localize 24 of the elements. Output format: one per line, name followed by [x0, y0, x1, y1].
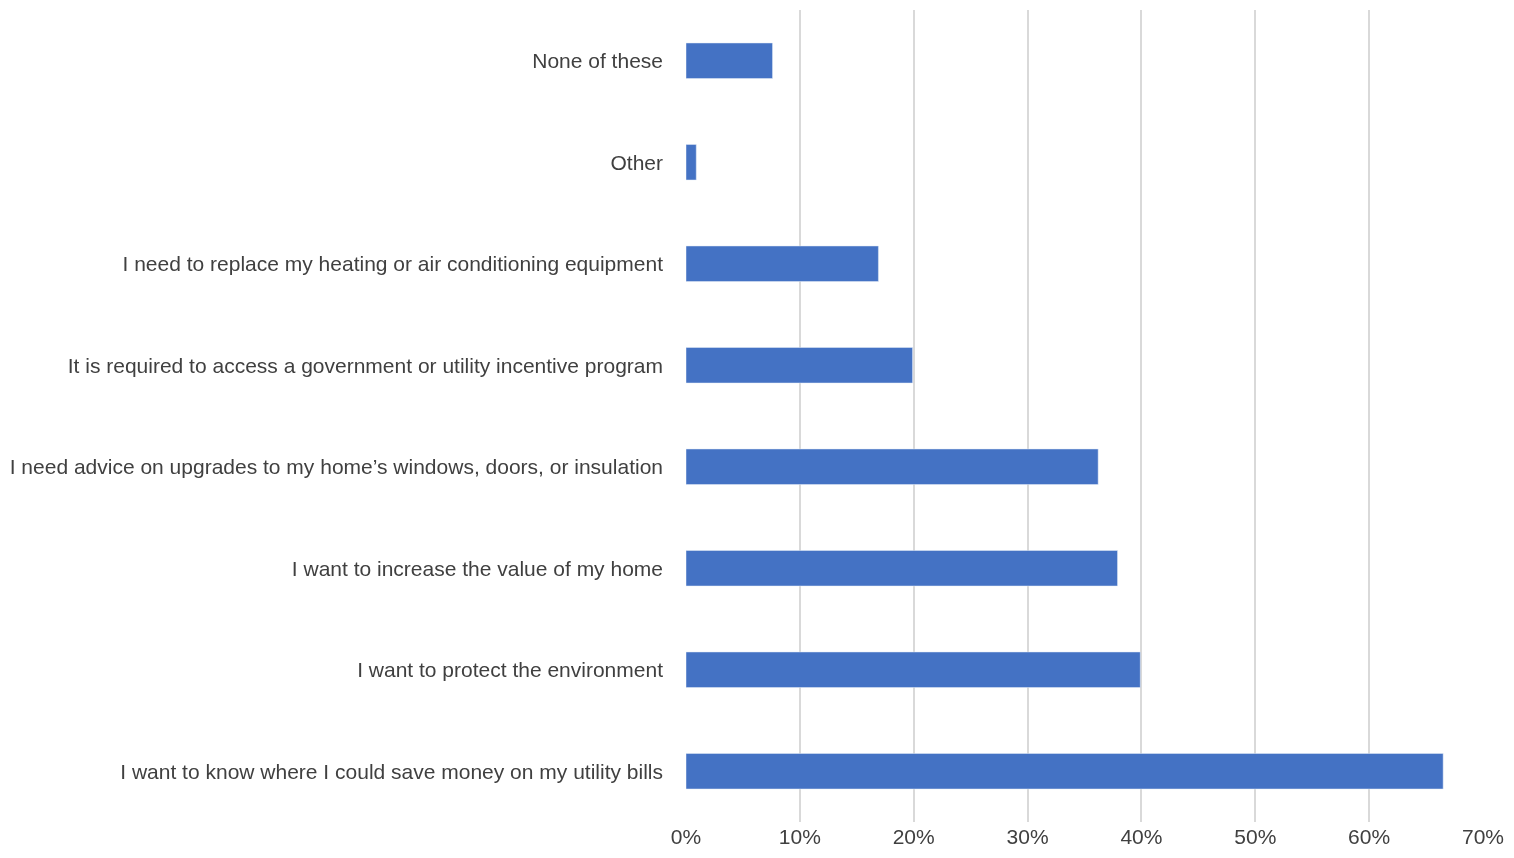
bar — [686, 42, 773, 79]
x-tick-label: 30% — [1006, 825, 1049, 848]
y-tick-label: It is required to access a government or utility incentive program — [67, 353, 663, 377]
y-tick-label: I want to know where I could save money on my utility bills — [120, 759, 663, 783]
y-tick-label: Other — [610, 150, 663, 174]
x-tick-label: 40% — [1120, 825, 1163, 848]
y-tick-label: I need to replace my heating or air conditioning equipment — [122, 252, 664, 276]
x-tick-label: 60% — [1348, 825, 1391, 848]
y-tick-label: None of these — [532, 49, 663, 73]
bar — [686, 245, 879, 282]
x-tick-label: 70% — [1461, 825, 1505, 848]
x-tick-label: 0% — [670, 825, 702, 848]
bar — [686, 144, 697, 181]
bar — [686, 550, 1118, 587]
x-tick-label: 50% — [1234, 825, 1277, 848]
bar — [686, 651, 1141, 688]
bar — [686, 753, 1444, 790]
bar — [686, 448, 1099, 485]
y-tick-label: I want to increase the value of my home — [291, 556, 663, 580]
x-tick-label: 20% — [892, 825, 935, 848]
bar — [686, 347, 913, 384]
y-tick-label: I need advice on upgrades to my home’s windows, doors, or insulation — [9, 455, 663, 479]
x-tick-label: 10% — [778, 825, 821, 848]
y-tick-label: I want to protect the environment — [357, 658, 664, 682]
